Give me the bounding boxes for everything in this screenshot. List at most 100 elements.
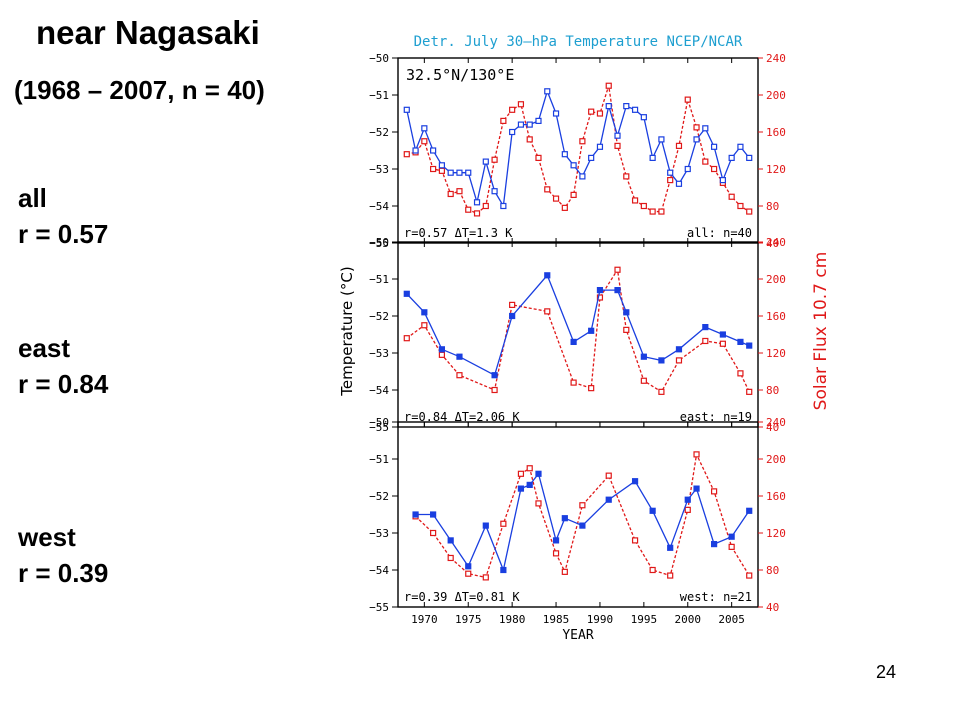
left-tick-label: −55	[369, 421, 389, 434]
solar-flux-point	[658, 388, 665, 395]
right-tick-label: 120	[766, 347, 786, 360]
temperature-point	[526, 481, 533, 488]
temperature-point	[614, 287, 621, 294]
temperature-point	[438, 162, 446, 169]
solar-flux-point	[710, 165, 718, 173]
temperature-point	[403, 106, 410, 113]
solar-flux-point	[649, 566, 656, 574]
temperature-point	[403, 290, 410, 297]
x-axis-label: YEAR	[562, 628, 593, 643]
left-tick-label: −55	[369, 237, 389, 250]
solar-flux-point	[675, 357, 683, 364]
solar-flux-point	[667, 572, 674, 579]
solar-flux-point	[693, 124, 700, 131]
stats-label: r=0.84 ΔT=2.06 K	[404, 410, 520, 424]
solar-flux-point	[614, 142, 621, 149]
temperature-point	[596, 287, 604, 294]
right-tick-label: 160	[766, 310, 786, 323]
right-tick-label: 40	[766, 421, 779, 434]
temperature-point	[421, 309, 428, 316]
solar-flux-point	[500, 117, 507, 125]
temperature-line	[406, 274, 750, 377]
stats-label: r=0.57 ΔT=1.3 K	[404, 226, 513, 240]
x-tick-label: 1995	[631, 613, 658, 626]
solar-flux-point	[491, 156, 498, 163]
right-tick-label: 240	[766, 236, 786, 249]
right-tick-label: 80	[766, 384, 779, 397]
solar-flux-point	[631, 197, 639, 204]
x-tick-label: 1970	[411, 613, 438, 626]
temperature-point	[570, 162, 577, 169]
left-tick-label: −50	[369, 52, 389, 65]
x-tick-label: 2000	[675, 613, 702, 626]
solar-flux-point	[465, 570, 472, 577]
temperature-point	[746, 507, 753, 514]
solar-flux-point	[403, 335, 410, 342]
right-tick-label: 80	[766, 564, 779, 577]
label-west-name: west	[18, 522, 76, 552]
solar-flux-point	[737, 202, 744, 210]
left-tick-label: −53	[369, 163, 389, 176]
right-tick-label: 240	[766, 52, 786, 65]
temperature-point	[684, 496, 691, 503]
solar-flux-point	[649, 208, 656, 215]
solar-flux-point	[438, 167, 446, 174]
solar-flux-point	[579, 502, 586, 509]
slide-title: near Nagasaki	[36, 14, 260, 51]
solar-flux-point	[614, 266, 621, 273]
label-all-r: r = 0.57	[18, 219, 109, 249]
temperature-point	[631, 478, 639, 485]
temperature-point	[579, 522, 586, 529]
temperature-point	[640, 353, 647, 360]
solar-flux-point	[684, 506, 691, 513]
solar-flux-point	[605, 472, 612, 479]
temperature-point	[482, 522, 489, 529]
solar-flux-point	[570, 379, 577, 386]
temperature-point	[693, 136, 700, 143]
solar-flux-point	[728, 543, 735, 550]
solar-flux-point	[500, 520, 507, 527]
temperature-point	[623, 309, 630, 316]
solar-flux-point	[430, 529, 437, 537]
solar-flux-point	[552, 550, 560, 557]
temperature-point	[430, 147, 437, 154]
temperature-point	[421, 125, 428, 132]
subset-label: west: n=21	[680, 590, 752, 604]
temperature-point	[500, 566, 507, 574]
solar-flux-point	[561, 204, 568, 211]
solar-flux-point	[403, 151, 410, 158]
solar-flux-point	[570, 191, 577, 198]
solar-flux-point	[526, 465, 533, 472]
right-tick-label: 200	[766, 273, 786, 286]
temperature-point	[667, 544, 674, 551]
temperature-point	[456, 353, 463, 360]
temperature-point	[658, 357, 665, 364]
temperature-point	[517, 485, 525, 492]
temperature-point	[500, 202, 507, 210]
temperature-point	[465, 563, 472, 570]
solar-flux-line	[415, 452, 750, 579]
right-tick-label: 120	[766, 527, 786, 540]
right-tick-label: 80	[766, 200, 779, 213]
solar-flux-point	[491, 386, 498, 394]
temperature-point	[588, 154, 595, 161]
temperature-point	[491, 188, 498, 195]
temperature-point	[561, 151, 568, 158]
x-tick-label: 1990	[587, 613, 614, 626]
temperature-point	[675, 180, 683, 187]
temperature-point	[684, 165, 691, 173]
temperature-point	[482, 158, 489, 165]
right-tick-label: 40	[766, 237, 779, 250]
solar-flux-point	[640, 377, 647, 384]
solar-flux-line	[406, 85, 750, 215]
left-tick-label: −50	[369, 236, 389, 249]
solar-flux-point	[438, 351, 446, 358]
temperature-point	[473, 199, 481, 206]
temperature-point	[605, 102, 612, 110]
solar-flux-point	[456, 372, 463, 379]
solar-flux-point	[535, 154, 542, 161]
solar-flux-point	[623, 173, 630, 180]
temperature-point	[491, 372, 498, 379]
panel-frame	[397, 421, 759, 608]
temperature-point	[658, 136, 665, 143]
